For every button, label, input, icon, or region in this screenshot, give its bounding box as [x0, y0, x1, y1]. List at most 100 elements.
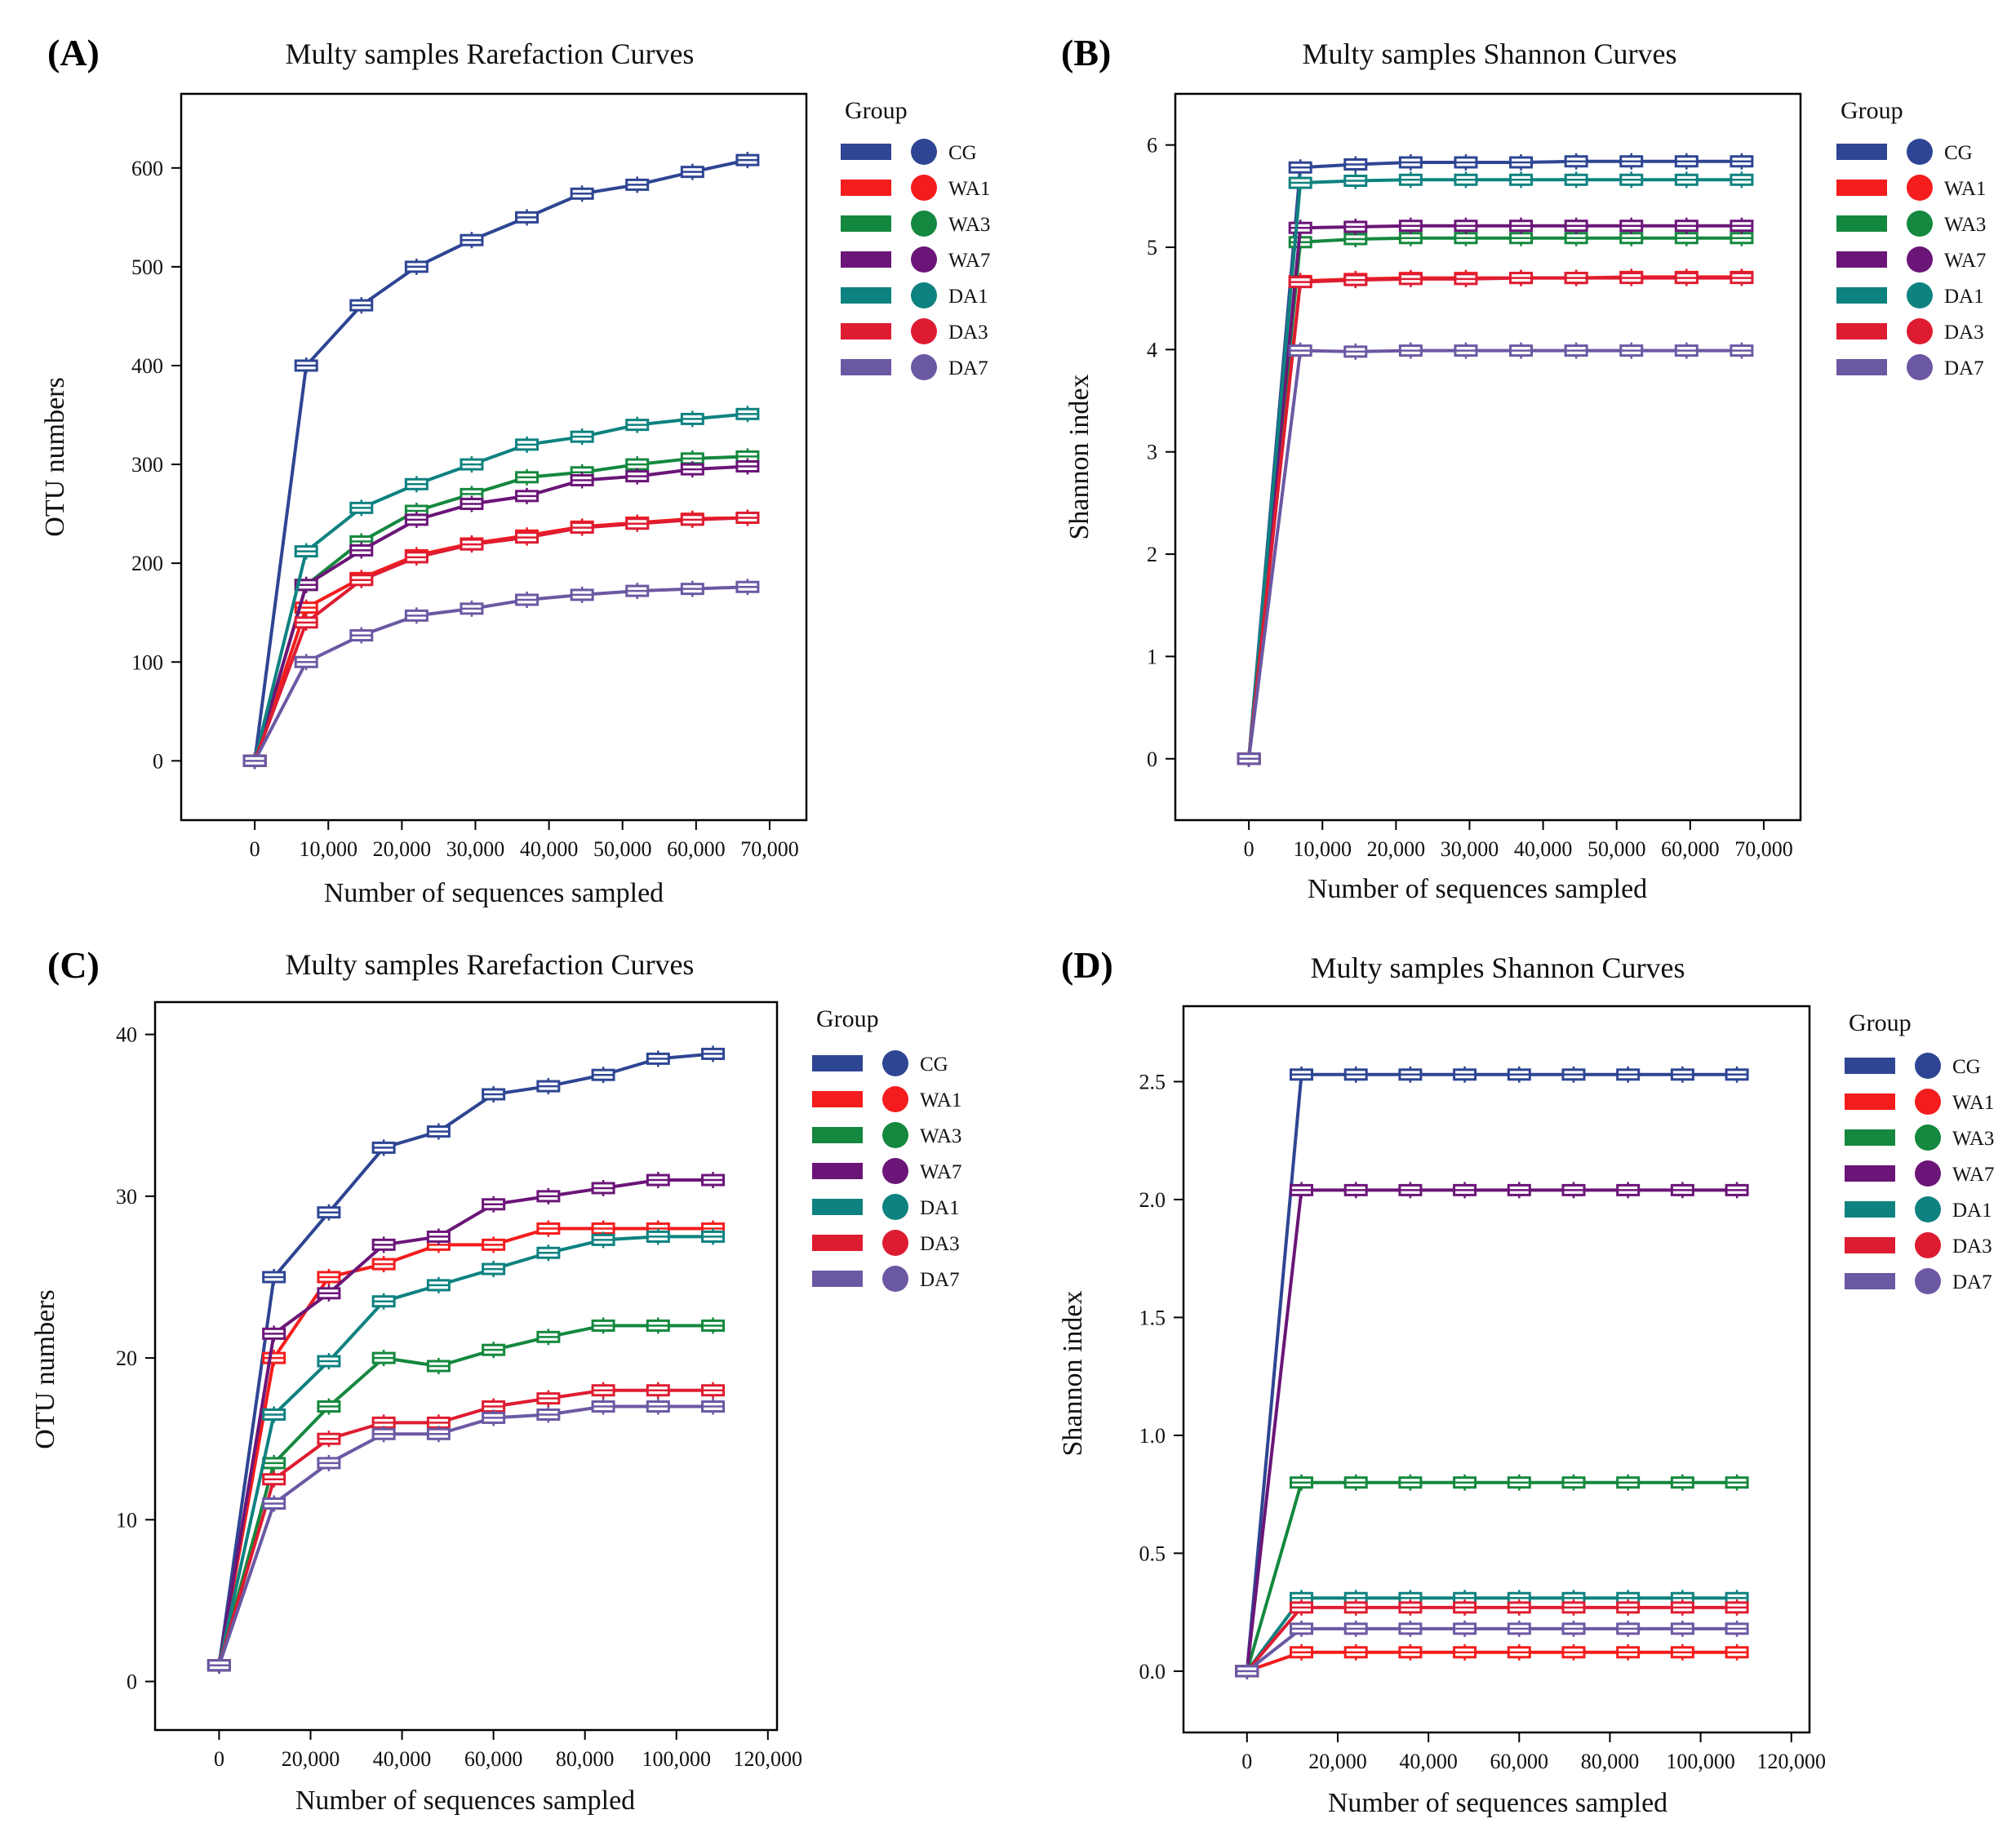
- legend-label: CG: [948, 142, 977, 164]
- legend-item-cg: CG: [812, 1050, 948, 1076]
- y-axis: 0 1 2 3 4 5 6: [1147, 134, 1175, 771]
- y-tick-label: 40: [116, 1023, 137, 1047]
- data-point-da7: [701, 1398, 726, 1415]
- legend-title: Group: [816, 1005, 879, 1032]
- legend-dot: [911, 246, 937, 273]
- data-point-da1: [1454, 171, 1478, 189]
- y-axis: 0 100 200 300 400 500 600: [131, 157, 181, 773]
- x-tick-label: 40,000: [373, 1747, 432, 1771]
- data-point-wa7: [515, 487, 540, 504]
- legend-swatch: [841, 287, 891, 304]
- data-point-da7: [646, 1398, 670, 1415]
- y-tick-label: 2: [1147, 543, 1157, 566]
- legend-swatch: [812, 1235, 863, 1251]
- data-point-da1: [536, 1244, 561, 1262]
- data-point-da3: [262, 1471, 286, 1488]
- data-point-da3: [1398, 270, 1423, 287]
- legend-label: CG: [1952, 1056, 1981, 1078]
- legend-item-wa3: WA3: [1836, 211, 1986, 237]
- data-point-da1: [371, 1293, 396, 1310]
- series-line-da7: [217, 1404, 713, 1666]
- legend-dot: [911, 211, 937, 237]
- legend-dot: [1907, 175, 1933, 201]
- data-point-cg: [1454, 153, 1478, 171]
- legend-swatch: [1836, 323, 1887, 339]
- legend-dot: [911, 318, 937, 344]
- data-point-wa3: [1616, 1474, 1641, 1491]
- legend-title: Group: [1849, 1009, 1912, 1036]
- y-tick-label: 100: [131, 650, 163, 674]
- data-point-da7: [1507, 1620, 1531, 1637]
- data-point-da1: [515, 436, 540, 453]
- x-tick-label: 120,000: [734, 1747, 803, 1771]
- legend-label: WA3: [1952, 1128, 1994, 1150]
- legend-swatch: [1836, 287, 1887, 304]
- series-line-wa7: [1247, 224, 1742, 759]
- legend-label: WA1: [1952, 1092, 1994, 1114]
- data-point-da1: [735, 406, 760, 423]
- panel-label: (D): [1061, 944, 1113, 986]
- data-point-da3: [1564, 269, 1588, 286]
- data-point-da3: [1616, 1599, 1641, 1616]
- plot-frame: [153, 1000, 779, 1732]
- x-tick-label: 70,000: [1734, 837, 1793, 861]
- legend-swatch: [812, 1127, 863, 1143]
- x-axis: 0 20,000 40,000 60,000 80,000 100,000 120,000: [214, 1730, 802, 1771]
- data-point-wa1: [1561, 1644, 1586, 1661]
- data-point-da1: [1509, 171, 1534, 189]
- data-point-cg: [1619, 153, 1644, 170]
- data-point-wa7: [1561, 1182, 1586, 1199]
- series-line-da3: [1247, 276, 1742, 760]
- data-point-wa1: [317, 1268, 341, 1285]
- y-axis-title: Shannon index: [1058, 1290, 1088, 1456]
- x-axis-title: Number of sequences sampled: [1328, 1788, 1667, 1818]
- data-point-da1: [701, 1228, 726, 1245]
- legend: CG WA1 WA3 WA7 DA1 DA3 DA7: [1836, 139, 1986, 380]
- data-point-wa7: [404, 511, 429, 528]
- legend-swatch: [1845, 1129, 1895, 1146]
- data-point-da1: [460, 456, 484, 473]
- legend-label: DA7: [920, 1269, 960, 1291]
- chart-title: Multy samples Shannon Curves: [1311, 952, 1685, 984]
- legend-dot: [911, 175, 937, 201]
- data-point-cg: [1398, 153, 1423, 171]
- data-point-da3: [1670, 1599, 1694, 1616]
- data-point-wa1: [1398, 1644, 1423, 1661]
- data-point-cg: [1398, 1066, 1423, 1083]
- x-tick-label: 20,000: [1367, 837, 1426, 861]
- data-point-da3: [349, 571, 374, 588]
- data-point-wa3: [1290, 1474, 1314, 1491]
- data-point-da7: [1288, 342, 1312, 359]
- series-line-wa1: [1246, 1650, 1738, 1673]
- data-point-cg: [1561, 1066, 1586, 1083]
- data-point-da1: [570, 428, 594, 446]
- data-point-da7: [404, 607, 429, 624]
- data-point-da3: [570, 519, 594, 536]
- data-point-da7: [1730, 342, 1754, 359]
- data-point-da3: [1561, 1599, 1586, 1616]
- data-point-da3: [404, 548, 429, 566]
- series-line-cg: [217, 1052, 713, 1666]
- data-point-wa1: [1725, 1644, 1749, 1661]
- series-line-cg: [253, 158, 748, 761]
- legend-label: DA1: [1944, 286, 1984, 308]
- data-point-da7: [1670, 1620, 1694, 1637]
- data-point-wa7: [625, 468, 650, 485]
- x-tick-label: 60,000: [464, 1747, 523, 1771]
- legend-dot: [1915, 1232, 1941, 1258]
- data-point-wa3: [1725, 1474, 1749, 1491]
- data-point-da3: [701, 1382, 726, 1399]
- series-line-wa3: [1247, 236, 1742, 759]
- legend-item-da1: DA1: [812, 1194, 960, 1220]
- legend-swatch: [1836, 215, 1887, 232]
- data-point-da3: [625, 515, 650, 532]
- data-point-wa7: [570, 472, 594, 489]
- data-point-da3: [1730, 269, 1754, 286]
- data-point-wa7: [536, 1187, 561, 1204]
- y-tick-label: 200: [131, 552, 163, 575]
- legend: CG WA1 WA3 WA7 DA1 DA3 DA7: [1845, 1053, 1994, 1294]
- legend-swatch: [1845, 1058, 1895, 1074]
- data-point-da7: [317, 1454, 341, 1471]
- data-point-cg: [1670, 1066, 1694, 1083]
- data-point-cg: [371, 1139, 396, 1156]
